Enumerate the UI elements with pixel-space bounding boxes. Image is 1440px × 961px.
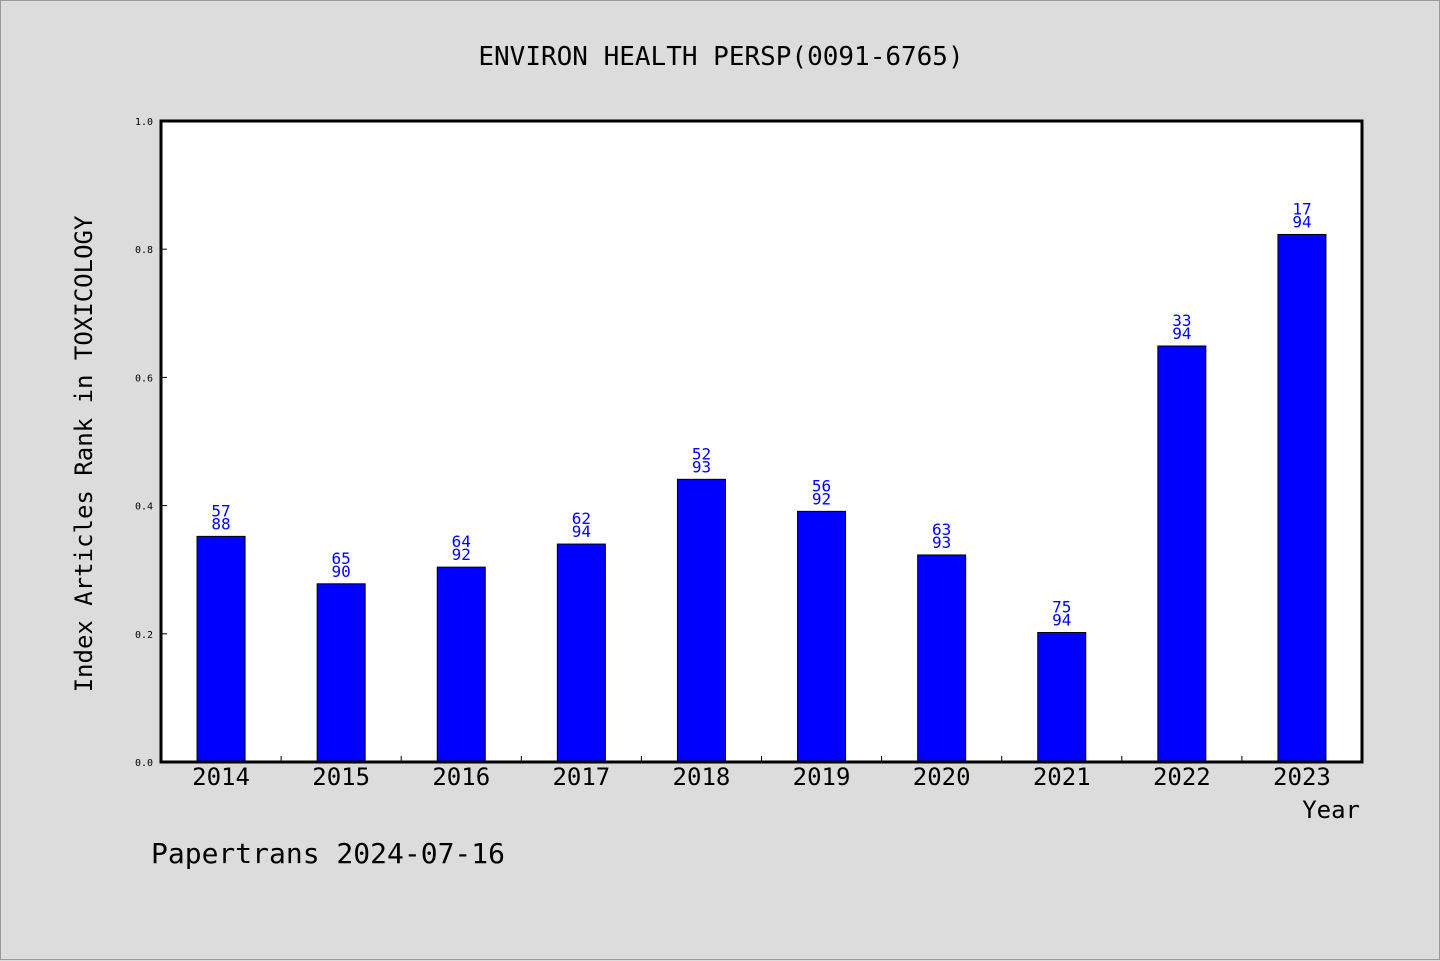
bar-total-label-2021: 94 [1052,611,1071,630]
bar-2020 [917,554,967,763]
bar-rank-label-2023: 17 [1292,199,1311,218]
bar-2014 [196,535,246,763]
bar-rank-label-2022: 33 [1172,311,1191,330]
chart-title: ENVIRON HEALTH PERSP(0091-6765) [478,42,963,72]
bar-2017 [556,543,606,763]
bar-total-label-2017: 94 [572,522,591,541]
footer-credit: Papertrans 2024-07-16 [151,837,505,870]
x-axis-label: Year [1302,796,1360,824]
x-tick-label-2020: 2020 [913,763,971,791]
bar-total-label-2019: 92 [812,489,831,508]
x-tick-label-2022: 2022 [1153,763,1211,791]
bar-rank-label-2020: 63 [932,520,951,539]
x-tick-label-2017: 2017 [552,763,610,791]
y-tick-label: 1.0 [135,117,153,128]
bar-total-label-2015: 90 [332,562,351,581]
bars [196,233,1327,763]
bar-rank-label-2015: 65 [332,549,351,568]
y-tick-label: 0.0 [135,758,153,769]
bar-rank-label-2018: 52 [692,444,711,463]
bar-2021 [1037,632,1087,763]
bar-total-label-2022: 94 [1172,324,1191,343]
bar-rank-label-2016: 64 [452,532,471,551]
x-tick-label-2019: 2019 [793,763,851,791]
bar-rank-label-2017: 62 [572,509,591,528]
x-tick-label-2014: 2014 [192,763,250,791]
bar-2019 [797,510,847,763]
bar-total-label-2018: 93 [692,457,711,476]
bar-2018 [676,478,726,763]
bar-2023 [1277,233,1327,763]
bar-total-label-2020: 93 [932,533,951,552]
y-tick-label: 0.2 [135,630,153,641]
bar-rank-label-2014: 57 [211,501,230,520]
x-axis: 2014 2015 2016 2017 2018 2019 2020 2021 2022 2023 [192,756,1331,791]
bar-2022 [1157,345,1207,763]
bar-rank-label-2021: 75 [1052,598,1071,617]
plot-frame [159,119,1364,764]
bar-total-label-2023: 94 [1292,212,1311,231]
x-tick-label-2015: 2015 [312,763,370,791]
y-tick-label: 0.8 [135,245,153,256]
bar-rank-label-2019: 56 [812,476,831,495]
y-tick-label: 0.4 [135,502,153,513]
x-tick-label-2018: 2018 [673,763,731,791]
bar-2016 [436,566,486,763]
bar-2015 [316,583,366,763]
y-axis-label: Index Articles Rank in TOXICOLOGY [70,215,98,692]
x-tick-label-2021: 2021 [1033,763,1091,791]
y-tick-label: 0.6 [135,373,153,384]
bar-total-label-2014: 88 [211,514,230,533]
bar-total-label-2016: 92 [452,545,471,564]
x-tick-label-2023: 2023 [1273,763,1331,791]
x-tick-label-2016: 2016 [432,763,490,791]
